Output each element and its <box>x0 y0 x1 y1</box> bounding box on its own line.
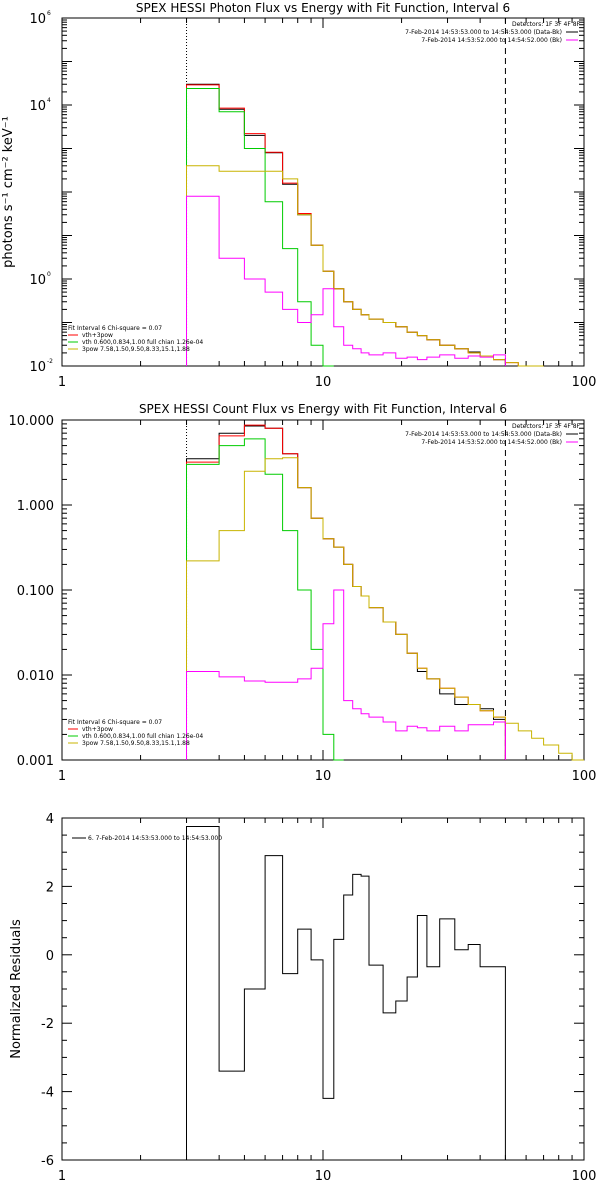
legend-entry: vth+3pow <box>82 726 113 733</box>
legend-entry: 7-Feb-2014 14:53:53.000 to 14:54:53.000 … <box>405 431 562 438</box>
y-tick-label: 10 <box>29 12 46 27</box>
legend-entry: vth 0.600,0.834,1.00 full chian 1.26e-04 <box>82 339 203 346</box>
x-tick-label: 1 <box>58 769 66 784</box>
series-line-vth <box>186 88 334 367</box>
x-tick-label: 100 <box>572 1169 597 1184</box>
series-line-residuals <box>186 826 506 1160</box>
y-tick-label: 4 <box>46 812 54 827</box>
y-tick-label: 10 <box>29 360 46 375</box>
series-line-3pow <box>186 165 544 367</box>
y-tick-exponent: -2 <box>47 358 53 365</box>
y-tick-label: 2 <box>46 880 54 895</box>
y-tick-exponent: 4 <box>47 97 51 104</box>
chart-panel-2: SPEX HESSI Count Flux vs Energy with Fit… <box>9 402 597 784</box>
legend-entry: 3pow 7.58,1.50,9.50,8.33,15.1,1.88 <box>82 346 190 353</box>
chart-title: SPEX HESSI Photon Flux vs Energy with Fi… <box>136 1 510 15</box>
legend-entry: vth 0.600,0.834,1.00 full chian 1.26e-04 <box>82 733 203 740</box>
legend-entry: 3pow 7.58,1.50,9.50,8.33,15.1,1.88 <box>82 740 190 747</box>
legend-header: Fit Interval 6 Chi-square = 0.07 <box>68 325 162 332</box>
y-tick-label: -6 <box>41 1154 54 1169</box>
y-tick-label: 0.001 <box>17 754 54 769</box>
x-tick-label: 10 <box>315 769 332 784</box>
chart-panel-3: 1 10 100 -6 -4 -2 0 2 4 Normalized Residuals 6. 7-… <box>9 812 596 1184</box>
y-tick-label: 1.000 <box>17 499 54 514</box>
legend-entry: 7-Feb-2014 14:53:52.000 to 14:54:52.000 … <box>421 37 562 44</box>
y-tick-label: -2 <box>41 1017 54 1032</box>
legend-entry: 7-Feb-2014 14:53:53.000 to 14:54:53.000 … <box>405 29 562 36</box>
x-tick-label: 1 <box>58 375 66 390</box>
series-line-vth-3pow <box>186 84 544 367</box>
series-line-vth-3pow <box>186 424 506 760</box>
y-tick-label: -4 <box>41 1086 54 1101</box>
x-tick-label: 100 <box>572 375 597 390</box>
series-line-bk <box>186 195 506 366</box>
legend-entry: 6. 7-Feb-2014 14:53:53.000 to 14:54:53.0… <box>88 835 222 842</box>
x-tick-label: 10 <box>315 1169 332 1184</box>
series-line-vth <box>186 438 344 761</box>
legend-entry: vth+3pow <box>82 332 113 339</box>
y-tick-label: 10.000 <box>9 414 55 429</box>
series-line-3pow <box>186 457 584 761</box>
y-tick-label: 0.100 <box>17 584 54 599</box>
series-line-bk <box>186 589 506 760</box>
y-tick-exponent: 0 <box>47 271 51 278</box>
chart-panel-1: SPEX HESSI Photon Flux vs Energy with Fi… <box>1 1 596 390</box>
y-tick-label: 0 <box>46 949 54 964</box>
y-axis-label: Normalized Residuals <box>9 919 24 1059</box>
chart-title: SPEX HESSI Count Flux vs Energy with Fit… <box>139 402 507 416</box>
series-line-data-bk <box>186 425 506 760</box>
x-tick-label: 10 <box>315 375 332 390</box>
y-tick-exponent: 6 <box>47 10 51 17</box>
y-tick-label: 10 <box>29 273 46 288</box>
y-axis-label: photons s⁻¹ cm⁻² keV⁻¹ <box>1 116 16 268</box>
legend-header: Fit Interval 6 Chi-square = 0.07 <box>68 719 162 726</box>
series-line-data-bk <box>186 83 506 366</box>
x-tick-label: 1 <box>58 1169 66 1184</box>
y-tick-label: 10 <box>29 99 46 114</box>
legend-header: Detectors: 1F 3F 4F 8F <box>512 423 581 430</box>
legend-entry: 7-Feb-2014 14:53:52.000 to 14:54:52.000 … <box>421 439 562 446</box>
legend-header: Detectors: 1F 3F 4F 8F <box>512 21 581 28</box>
x-tick-label: 100 <box>572 769 597 784</box>
y-tick-label: 0.010 <box>17 669 54 684</box>
